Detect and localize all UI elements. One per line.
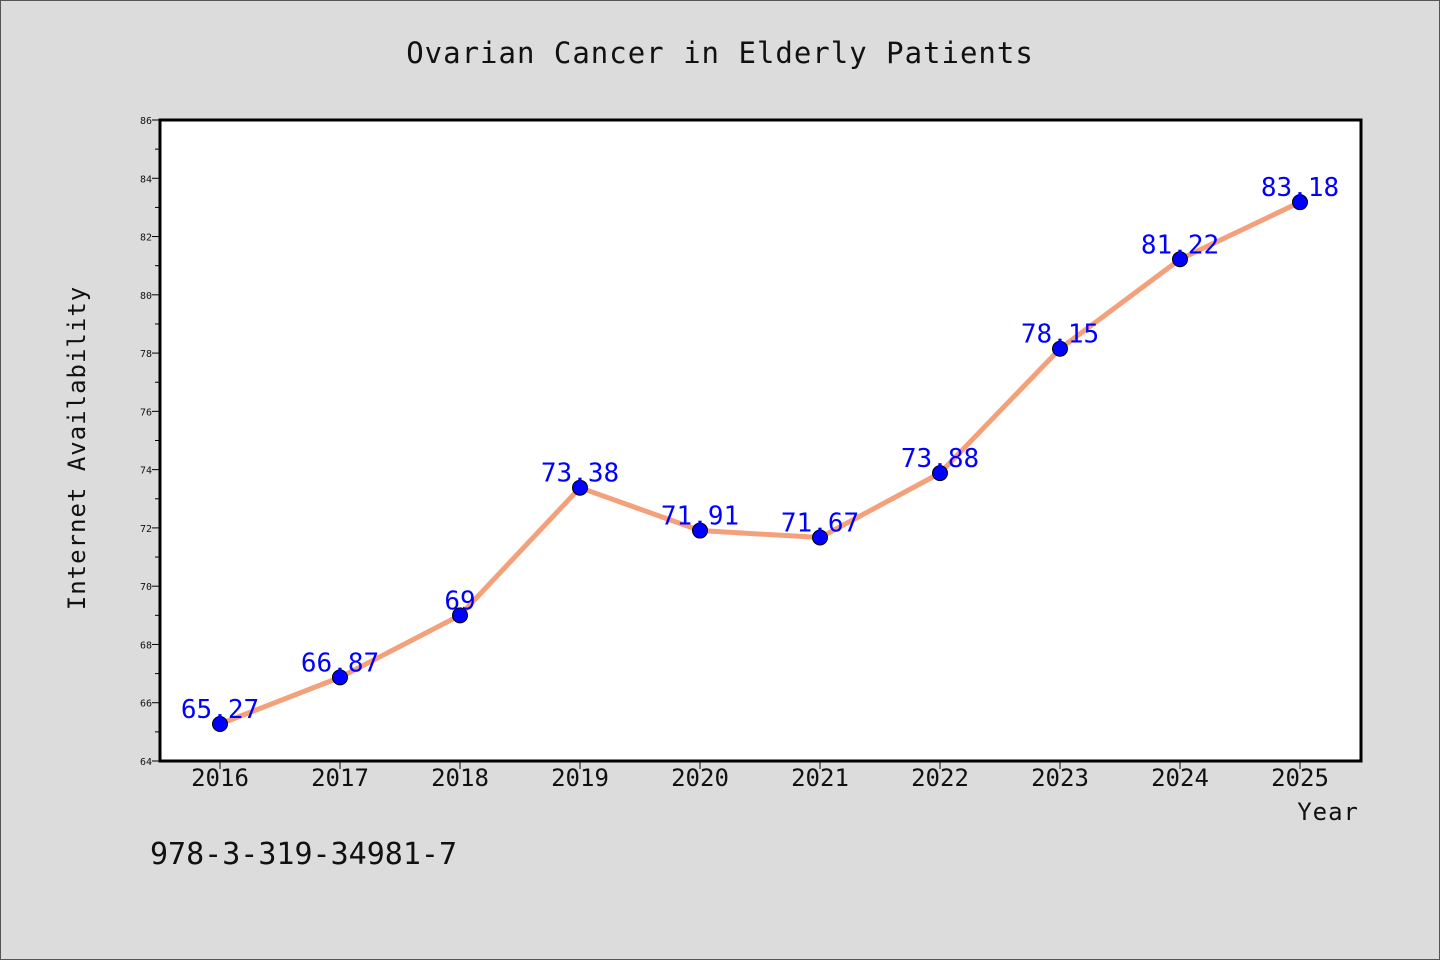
data-label: 73.88 bbox=[901, 444, 979, 474]
y-tick-label: 72 bbox=[140, 524, 152, 535]
x-tick-label: 2024 bbox=[1151, 764, 1209, 792]
data-point bbox=[332, 669, 348, 686]
data-point bbox=[452, 607, 468, 624]
y-tick-label: 66 bbox=[140, 699, 152, 710]
data-label: 81.22 bbox=[1141, 230, 1219, 260]
data-labels: 65.27 66.87 69 73.38 71.91 71.67 73.88 78.15 81.… bbox=[181, 173, 1339, 725]
data-label: 66.87 bbox=[301, 648, 379, 678]
x-tick-label: 2021 bbox=[791, 764, 849, 792]
y-tick-label: 80 bbox=[140, 291, 152, 302]
y-tick-label: 64 bbox=[140, 757, 152, 768]
data-point bbox=[1292, 194, 1308, 211]
x-axis-label: Year bbox=[1297, 798, 1359, 826]
data-label: 73.38 bbox=[541, 459, 619, 489]
data-point bbox=[1172, 251, 1188, 268]
data-point bbox=[812, 529, 828, 546]
series-polyline bbox=[217, 199, 1303, 727]
y-axis-label: Internet Availability bbox=[63, 286, 91, 610]
chart-title: Ovarian Cancer in Elderly Patients bbox=[406, 36, 1034, 70]
footnote-isbn: 978-3-319-34981-7 bbox=[150, 837, 457, 872]
data-point bbox=[572, 479, 588, 496]
y-tick-label: 86 bbox=[140, 116, 152, 127]
x-tick-label: 2018 bbox=[431, 764, 489, 792]
data-label: 71.67 bbox=[781, 509, 859, 539]
data-label: 65.27 bbox=[181, 695, 259, 725]
x-tick-label: 2019 bbox=[551, 764, 609, 792]
x-tick-label: 2025 bbox=[1271, 764, 1329, 792]
x-axis: 2016 2017 2018 2019 2020 2021 2022 2023 2024 2025 bbox=[191, 761, 1329, 792]
y-tick-label: 68 bbox=[140, 640, 152, 651]
y-axis: 64 66 68 70 72 74 76 78 80 82 84 86 bbox=[140, 116, 160, 768]
data-label: 78.15 bbox=[1021, 320, 1099, 350]
data-points bbox=[212, 194, 1308, 732]
y-tick-label: 84 bbox=[140, 174, 152, 185]
y-tick-label: 78 bbox=[140, 349, 152, 360]
data-label: 71.91 bbox=[661, 502, 739, 532]
data-label: 69 bbox=[444, 586, 475, 616]
data-point bbox=[1052, 340, 1068, 357]
data-point bbox=[692, 522, 708, 539]
x-tick-label: 2017 bbox=[311, 764, 369, 792]
x-tick-label: 2022 bbox=[911, 764, 969, 792]
data-point bbox=[932, 465, 948, 482]
data-point bbox=[212, 715, 228, 732]
x-tick-label: 2020 bbox=[671, 764, 729, 792]
series-line bbox=[217, 199, 1303, 727]
x-tick-label: 2016 bbox=[191, 764, 249, 792]
data-label: 83.18 bbox=[1261, 173, 1339, 203]
y-tick-label: 82 bbox=[140, 233, 152, 244]
y-tick-label: 70 bbox=[140, 582, 152, 593]
plot-area bbox=[158, 118, 1363, 763]
x-tick-label: 2023 bbox=[1031, 764, 1089, 792]
y-tick-label: 74 bbox=[140, 466, 152, 477]
y-tick-label: 76 bbox=[140, 407, 152, 418]
